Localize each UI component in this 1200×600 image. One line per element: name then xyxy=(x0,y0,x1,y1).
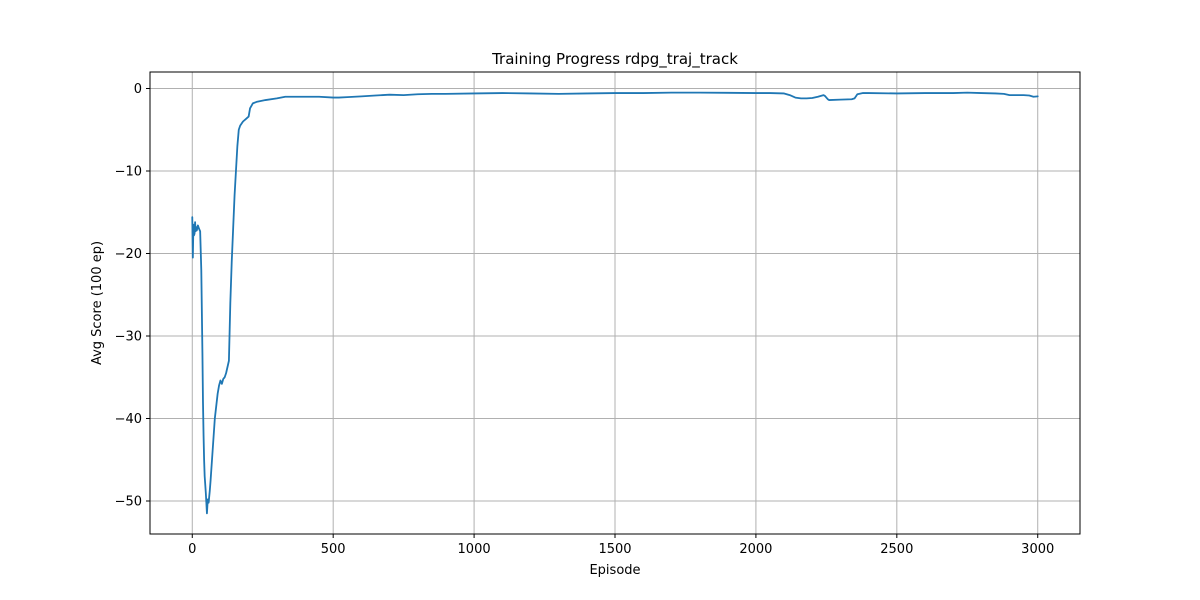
x-tick-label: 2000 xyxy=(739,542,772,557)
y-tick-label: −10 xyxy=(115,165,142,180)
grid-layer xyxy=(150,72,1080,534)
x-axis-label: Episode xyxy=(589,563,640,578)
x-tick-label: 3000 xyxy=(1021,542,1054,557)
x-tick-label: 2500 xyxy=(880,542,913,557)
y-tick-label: −20 xyxy=(115,247,142,262)
tick-layer: 0 500 1000 1500 2000 2500 3000 0 −10 −20 −30 −40 −50 xyxy=(115,82,1055,557)
series-line-0 xyxy=(191,91,1039,515)
series-layer xyxy=(191,91,1039,515)
y-tick-label: −50 xyxy=(115,495,142,510)
y-axis-label: Avg Score (100 ep) xyxy=(90,241,105,365)
chart-title: Training Progress rdpg_traj_track xyxy=(491,50,738,69)
y-tick-label: −30 xyxy=(115,330,142,345)
y-tick-label: −40 xyxy=(115,412,142,427)
x-tick-label: 500 xyxy=(321,542,346,557)
x-tick-label: 1500 xyxy=(598,542,631,557)
y-tick-label: 0 xyxy=(134,82,142,97)
x-tick-label: 1000 xyxy=(458,542,491,557)
x-tick-label: 0 xyxy=(188,542,196,557)
